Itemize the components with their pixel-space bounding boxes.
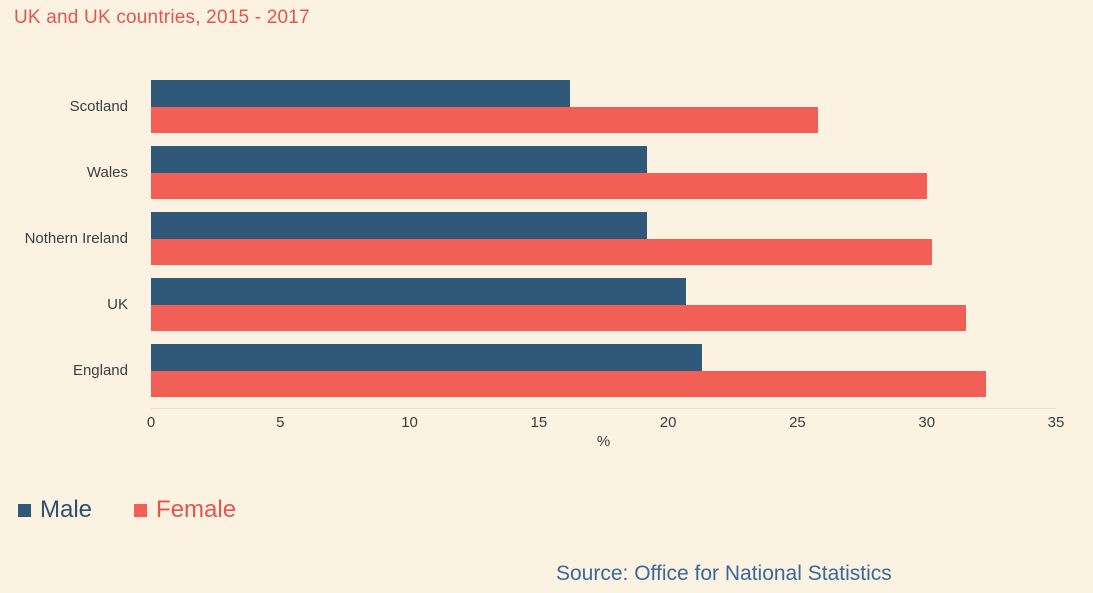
bar-pair — [151, 212, 1056, 265]
bar-female — [151, 106, 819, 133]
bar-pair — [151, 80, 1056, 133]
female-swatch-icon — [134, 503, 148, 517]
bar-male — [151, 146, 648, 173]
bar-pair — [151, 344, 1056, 397]
bar-male — [151, 344, 702, 371]
bar-female — [151, 370, 987, 397]
x-axis-label: % — [596, 433, 611, 450]
legend: Male Female — [18, 496, 236, 524]
bar-female — [151, 238, 932, 265]
category-label: Scotland — [69, 98, 128, 115]
x-tick-label: 30 — [918, 414, 936, 431]
bar-male — [151, 80, 570, 107]
legend-item-male: Male — [18, 496, 92, 524]
x-tick-label: 0 — [146, 414, 156, 431]
category-label: UK — [107, 296, 128, 313]
category-label: Nothern Ireland — [24, 230, 128, 247]
bar-group: England — [0, 344, 1093, 397]
bar-male — [151, 278, 687, 305]
legend-label-female: Female — [156, 496, 237, 523]
category-label: Wales — [86, 164, 128, 181]
source-credit: Source: Office for National Statistics — [556, 562, 892, 585]
bar-male — [151, 212, 648, 239]
category-label: England — [72, 362, 128, 379]
bar-pair — [151, 278, 1056, 331]
bar-female — [151, 304, 966, 331]
x-tick-label: 35 — [1047, 414, 1065, 431]
bar-groups: Scotland Wales Nothern Ireland UK England — [0, 80, 1093, 397]
x-axis-line — [151, 408, 1056, 409]
bar-group: Nothern Ireland — [0, 212, 1093, 265]
x-tick-label: 5 — [276, 414, 285, 431]
chart-title: UK and UK countries, 2015 - 2017 — [14, 7, 310, 28]
legend-item-female: Female — [134, 496, 236, 524]
x-tick-label: 10 — [401, 414, 418, 431]
bar-group: Scotland — [0, 80, 1093, 133]
x-tick-label: 25 — [789, 414, 806, 431]
x-tick-label: 15 — [530, 414, 548, 431]
plot-area: Scotland Wales Nothern Ireland UK England 0 5… — [0, 80, 1093, 450]
x-tick-label: 20 — [659, 414, 677, 431]
bar-group: UK — [0, 278, 1093, 331]
x-axis-ticks: 0 5 10 15 20 25 30 35 — [147, 414, 1065, 432]
bar-group: Wales — [0, 146, 1093, 199]
male-swatch-icon — [18, 503, 31, 517]
legend-label-male: Male — [40, 496, 93, 523]
bar-female — [151, 172, 927, 199]
bar-pair — [151, 146, 1056, 199]
